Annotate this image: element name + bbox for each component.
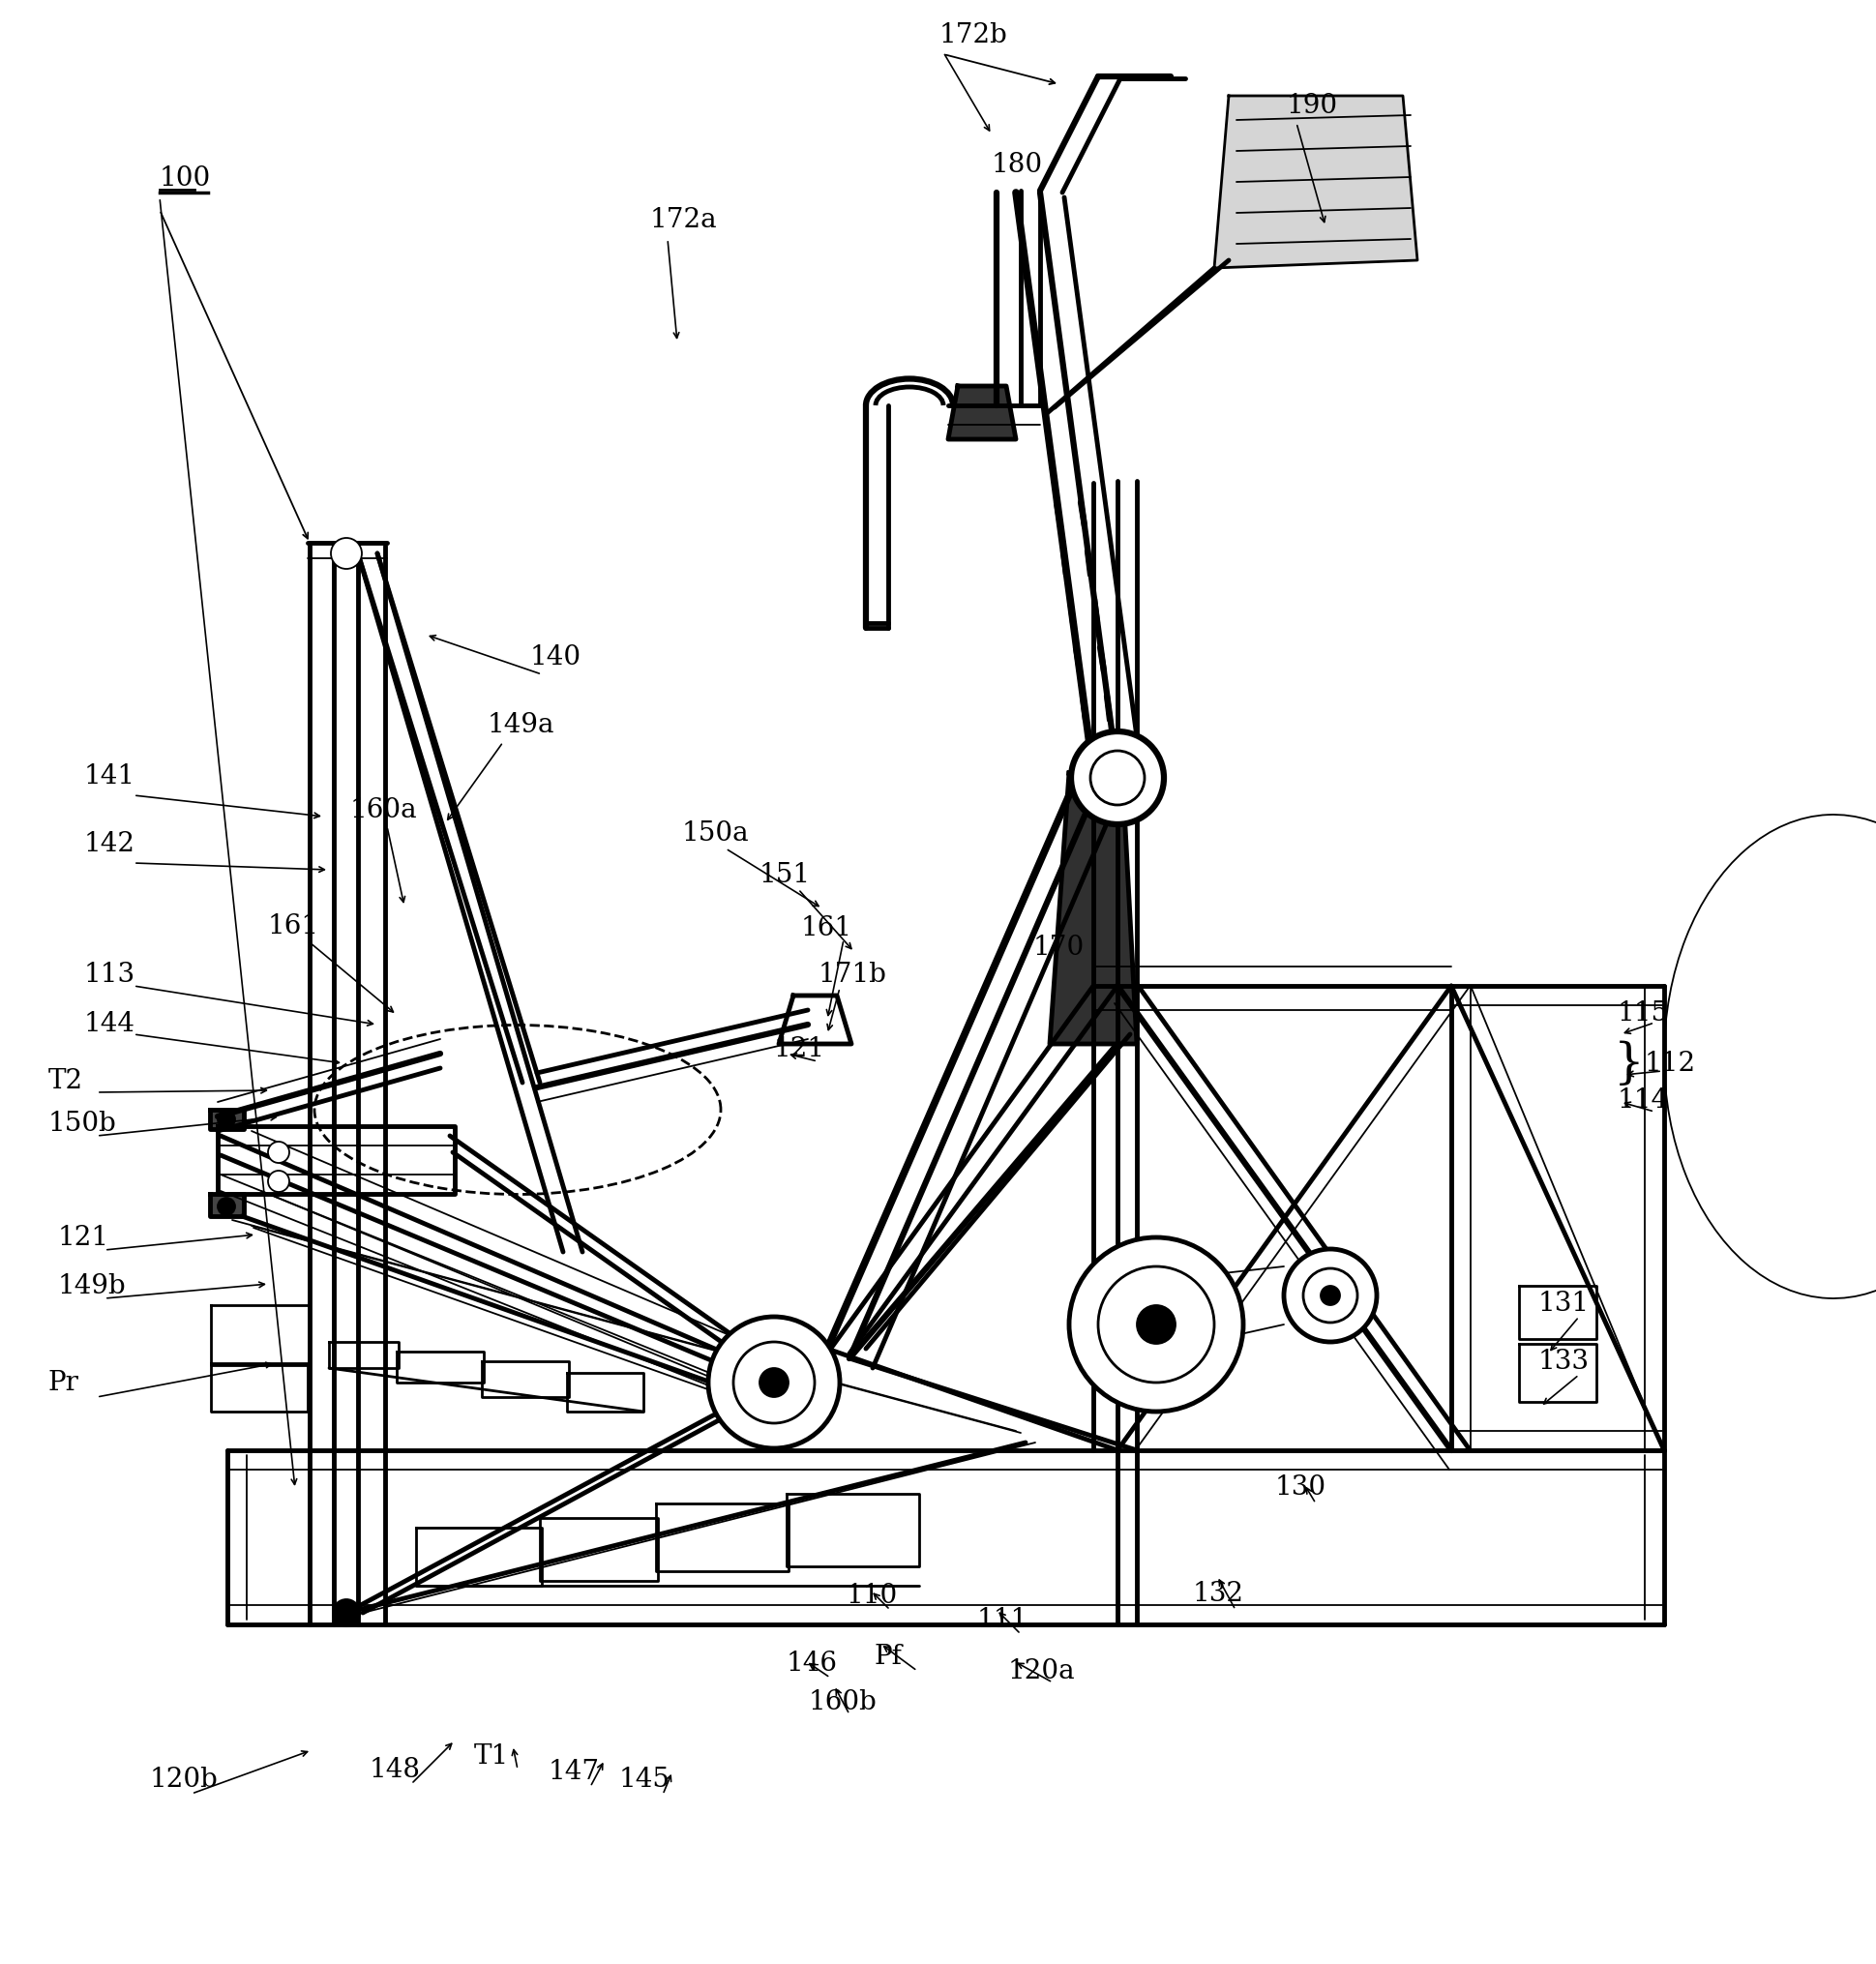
Text: }: } xyxy=(1613,1039,1643,1088)
Text: 115: 115 xyxy=(1617,1000,1668,1027)
Circle shape xyxy=(1071,733,1163,825)
Text: 147: 147 xyxy=(548,1758,600,1785)
Circle shape xyxy=(218,1198,234,1216)
Text: 113: 113 xyxy=(84,962,135,988)
Text: 132: 132 xyxy=(1193,1581,1244,1607)
Circle shape xyxy=(1069,1237,1242,1412)
Text: T2: T2 xyxy=(49,1068,83,1094)
Text: 142: 142 xyxy=(84,831,135,856)
Text: 144: 144 xyxy=(84,1011,135,1037)
Text: Pr: Pr xyxy=(49,1369,79,1396)
Circle shape xyxy=(1097,1267,1214,1383)
Text: 150a: 150a xyxy=(681,821,749,846)
Circle shape xyxy=(268,1141,289,1163)
Text: 145: 145 xyxy=(619,1766,670,1793)
Text: 160b: 160b xyxy=(809,1689,876,1715)
Text: 170: 170 xyxy=(1034,935,1084,960)
Text: 172a: 172a xyxy=(649,208,717,234)
Circle shape xyxy=(1283,1249,1377,1341)
Text: 120a: 120a xyxy=(1007,1658,1075,1683)
Text: 121: 121 xyxy=(773,1037,825,1063)
Circle shape xyxy=(268,1171,289,1192)
Polygon shape xyxy=(947,387,1015,440)
Text: 149b: 149b xyxy=(58,1273,126,1298)
Text: Pf: Pf xyxy=(874,1644,902,1669)
Text: 180: 180 xyxy=(991,153,1043,179)
Text: 190: 190 xyxy=(1287,94,1338,120)
Polygon shape xyxy=(210,1194,244,1216)
Circle shape xyxy=(734,1341,814,1424)
Circle shape xyxy=(1137,1306,1174,1343)
Text: 146: 146 xyxy=(786,1650,837,1677)
Circle shape xyxy=(707,1318,839,1449)
Circle shape xyxy=(1302,1269,1356,1324)
Text: 130: 130 xyxy=(1274,1475,1326,1500)
Text: 148: 148 xyxy=(370,1756,420,1783)
Text: 151: 151 xyxy=(760,862,810,888)
Text: 111: 111 xyxy=(977,1607,1028,1632)
Text: 100: 100 xyxy=(159,165,210,192)
Circle shape xyxy=(332,1599,360,1626)
Text: 141: 141 xyxy=(84,764,135,790)
Text: 150b: 150b xyxy=(49,1110,116,1137)
Text: 171b: 171b xyxy=(818,962,887,988)
Circle shape xyxy=(218,1112,234,1129)
Circle shape xyxy=(1321,1286,1339,1306)
Polygon shape xyxy=(1049,774,1137,1045)
Text: 161: 161 xyxy=(268,913,319,939)
Text: T1: T1 xyxy=(475,1742,508,1770)
Polygon shape xyxy=(1214,96,1416,269)
Text: 149a: 149a xyxy=(488,713,555,738)
Text: 112: 112 xyxy=(1643,1051,1696,1076)
Text: 133: 133 xyxy=(1538,1349,1589,1375)
Text: 110: 110 xyxy=(846,1583,897,1609)
Text: 121: 121 xyxy=(58,1226,109,1251)
Text: 161: 161 xyxy=(801,915,852,941)
Text: 172b: 172b xyxy=(940,24,1007,49)
Text: 120b: 120b xyxy=(150,1766,218,1793)
Text: 131: 131 xyxy=(1538,1290,1589,1316)
Circle shape xyxy=(330,538,362,570)
Text: 140: 140 xyxy=(529,644,582,670)
Text: 160a: 160a xyxy=(351,797,416,823)
Circle shape xyxy=(1090,752,1144,805)
Circle shape xyxy=(760,1369,788,1396)
Text: 114: 114 xyxy=(1617,1088,1668,1114)
Polygon shape xyxy=(210,1110,244,1129)
